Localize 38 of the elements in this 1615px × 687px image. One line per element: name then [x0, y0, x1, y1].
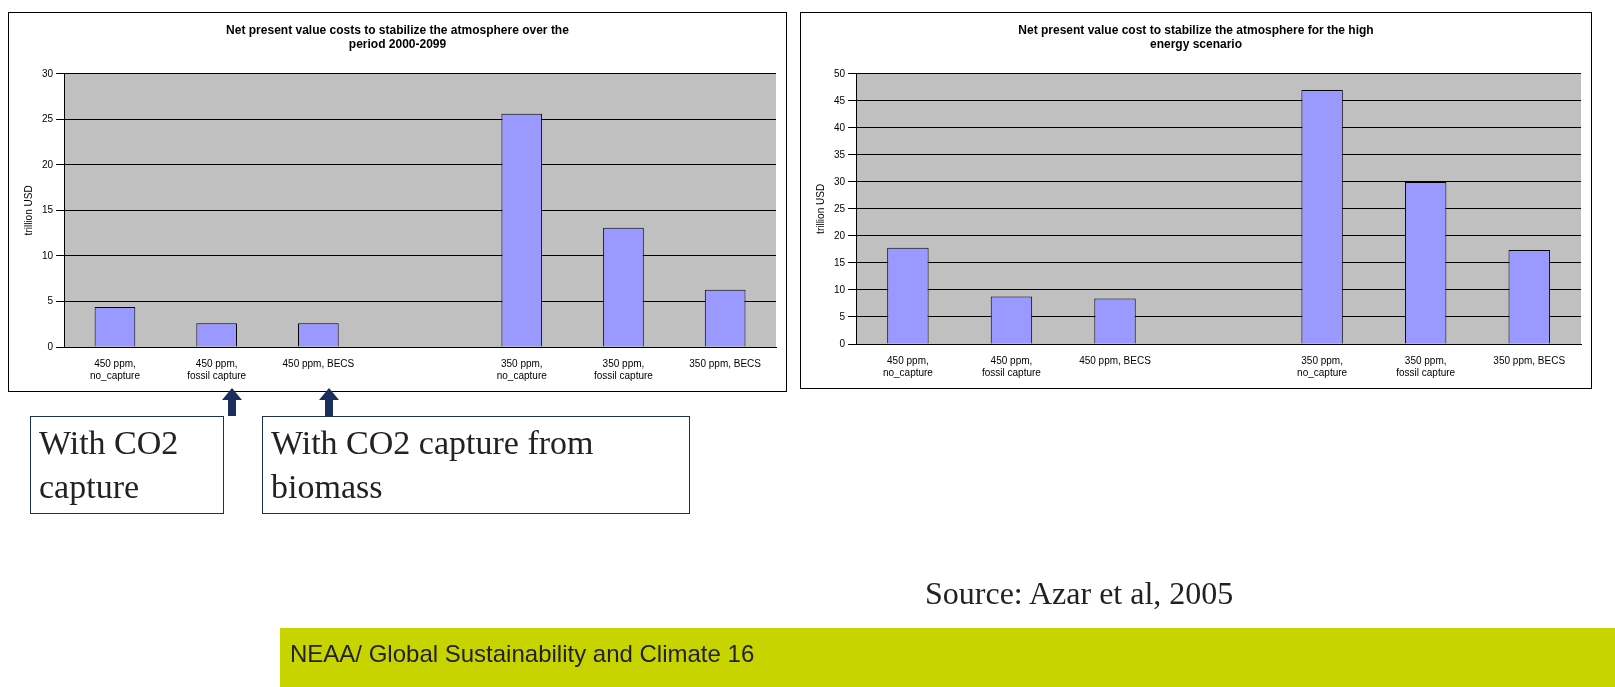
chart-title: Net present value cost to stabilize the atmosphere for the high energy scenario [1018, 22, 1374, 51]
y-tick-label: 20 [834, 229, 846, 241]
y-tick-label: 10 [42, 249, 54, 261]
x-tick-label: 450 ppm, BECS [1079, 354, 1152, 366]
y-tick-label: 0 [47, 340, 54, 352]
x-tick-label: 450 ppm, no_capture [89, 357, 141, 381]
y-tick-label: 35 [834, 148, 846, 160]
y-tick-label: 5 [839, 310, 846, 322]
x-tick-label: 350 ppm, BECS [689, 357, 762, 369]
y-tick-label: 25 [834, 202, 846, 214]
y-tick-label: 10 [834, 283, 846, 295]
x-tick-label: 350 ppm, fossil capture [1396, 354, 1456, 378]
y-tick-label: 45 [834, 94, 846, 106]
x-tick-label: 350 ppm, BECS [1493, 354, 1566, 366]
y-tick-label: 50 [834, 67, 846, 79]
y-tick-label: 40 [834, 121, 846, 133]
text: With CO2 capture from biomass [262, 416, 690, 515]
y-tick-label: 15 [834, 256, 846, 268]
x-tick-label: 350 ppm, fossil capture [593, 357, 654, 381]
x-tick-label: 450 ppm, fossil capture [981, 354, 1042, 378]
y-tick-label: 30 [42, 67, 54, 79]
text: With CO2 capture [30, 416, 224, 515]
y-axis-title: trillion USD [22, 185, 34, 236]
x-tick-label: 350 ppm, no_capture [496, 357, 548, 381]
y-tick-label: 0 [839, 337, 846, 349]
y-tick-label: 20 [42, 158, 54, 170]
y-axis-title: trillion USD [814, 183, 826, 234]
y-tick-label: 30 [834, 175, 846, 187]
x-tick-label: 450 ppm, fossil capture [187, 357, 247, 381]
chart-title: Net present value costs to stabilize the atmosphere over the period 2000-2099 [226, 22, 570, 51]
y-tick-label: 15 [42, 204, 54, 216]
x-tick-label: 450 ppm, BECS [282, 357, 355, 369]
source-note: Source: Azar et al, 2005 [925, 575, 1234, 612]
x-tick-label: 450 ppm, no_capture [882, 354, 934, 378]
y-tick-label: 5 [47, 295, 54, 307]
y-tick-label: 25 [42, 113, 54, 125]
x-tick-label: 350 ppm, no_capture [1297, 354, 1348, 378]
text: NEAA/ Global Sustainability and Climate 16 [290, 640, 755, 668]
